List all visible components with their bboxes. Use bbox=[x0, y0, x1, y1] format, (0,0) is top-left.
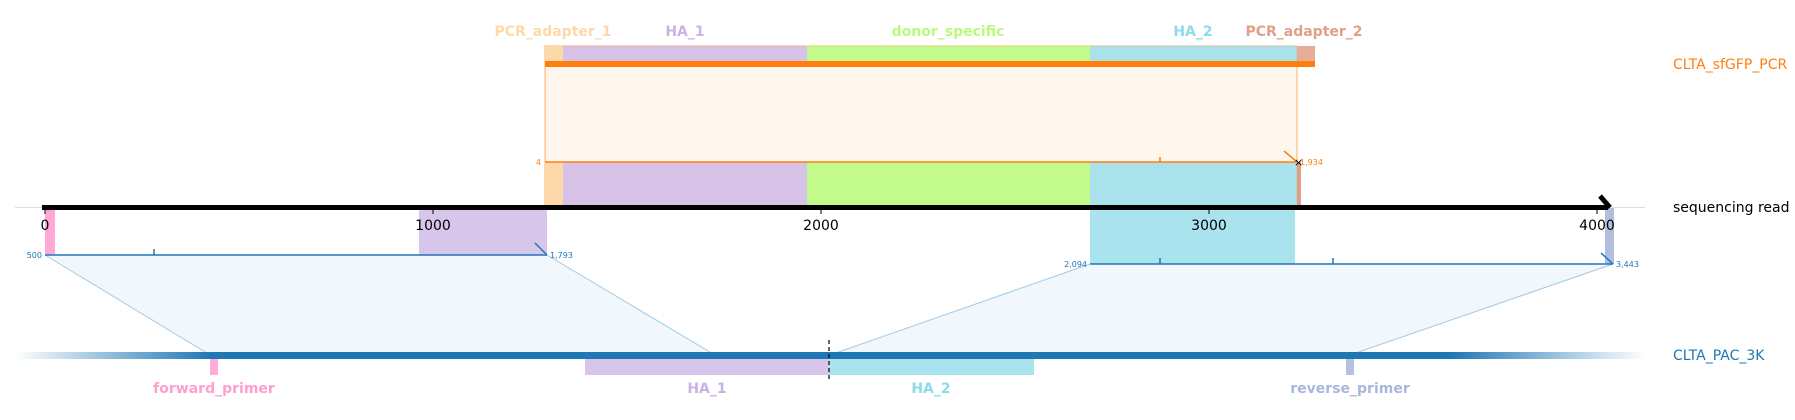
donor-feature-label: HA_1 bbox=[665, 24, 704, 40]
target-track-name: CLTA_PAC_3K bbox=[1673, 348, 1765, 364]
donor-feature-bar-pcr-adapter-2 bbox=[1297, 46, 1315, 64]
target-right-alignment-region bbox=[830, 264, 1613, 355]
target-feature-bar-forward-primer bbox=[210, 359, 218, 375]
donor-track-line bbox=[545, 61, 1315, 67]
target-right-connector-right bbox=[1349, 263, 1614, 356]
target-feature-label: forward_primer bbox=[153, 381, 275, 397]
donor-feature-bar-pcr-adapter-1 bbox=[545, 46, 563, 64]
target-right-alignment-start: 2,094 bbox=[1064, 260, 1087, 269]
read-track-name: sequencing read bbox=[1673, 200, 1789, 216]
target-feature-label: reverse_primer bbox=[1290, 381, 1410, 397]
read-axis-tick-label: 3000 bbox=[1191, 218, 1227, 234]
target-feature-bar-reverse-primer bbox=[1346, 359, 1354, 375]
read-axis-tick-label: 0 bbox=[41, 218, 50, 234]
target-feature-label: HA_1 bbox=[687, 381, 726, 397]
read-feature-target-ha-2 bbox=[1090, 208, 1295, 264]
read-direction-arrow-icon bbox=[1598, 194, 1612, 210]
target-feature-label: HA_2 bbox=[911, 381, 950, 397]
donor-feature-label: PCR_adapter_2 bbox=[1245, 24, 1362, 40]
target-left-alignment-end-slash bbox=[534, 242, 548, 256]
read-feature-forward-primer bbox=[45, 208, 55, 255]
donor-feature-bar-ha-1 bbox=[563, 46, 807, 64]
read-feature-target-ha-1 bbox=[419, 208, 547, 255]
target-left-alignment-region bbox=[45, 255, 715, 355]
target-feature-bar-ha-1 bbox=[585, 359, 829, 375]
read-feature-reverse-primer bbox=[1605, 208, 1614, 264]
target-left-alignment-end: 1,793 bbox=[550, 251, 573, 260]
target-left-alignment-start: 500 bbox=[27, 251, 42, 260]
target-feature-bar-ha-2 bbox=[829, 359, 1034, 375]
read-feature-donor-specific bbox=[807, 162, 1090, 207]
read-axis-tick-label: 4000 bbox=[1579, 218, 1615, 234]
target-left-connector-right bbox=[546, 254, 716, 356]
target-right-connector-left bbox=[829, 263, 1091, 356]
target-reference-line bbox=[15, 352, 1645, 359]
target-right-alignment-end-slash bbox=[1600, 252, 1614, 265]
donor-alignment-end-slash bbox=[1283, 150, 1298, 163]
mismatch-x-icon: × bbox=[1294, 156, 1303, 169]
donor-track-name: CLTA_sfGFP_PCR bbox=[1673, 57, 1787, 73]
read-feature-pcr-adapter-1 bbox=[545, 162, 563, 207]
read-feature-ha-2 bbox=[1090, 162, 1297, 207]
read-feature-pcr-adapter-2 bbox=[1297, 162, 1301, 207]
target-left-connector-left bbox=[44, 254, 211, 356]
donor-feature-bar-ha-2 bbox=[1090, 46, 1297, 64]
donor-alignment-start: 4 bbox=[536, 158, 541, 167]
donor-feature-bar-donor-specific bbox=[807, 46, 1090, 64]
read-axis-tick-label: 2000 bbox=[803, 218, 839, 234]
donor-feature-label: HA_2 bbox=[1173, 24, 1212, 40]
donor-alignment-end: 1,934 bbox=[1300, 158, 1323, 167]
donor-feature-label: PCR_adapter_1 bbox=[494, 24, 611, 40]
read-feature-ha-1 bbox=[563, 162, 807, 207]
target-right-alignment-end: 3,443 bbox=[1616, 260, 1639, 269]
read-axis-tick-label: 1000 bbox=[415, 218, 451, 234]
donor-feature-label: donor_specific bbox=[892, 24, 1005, 40]
